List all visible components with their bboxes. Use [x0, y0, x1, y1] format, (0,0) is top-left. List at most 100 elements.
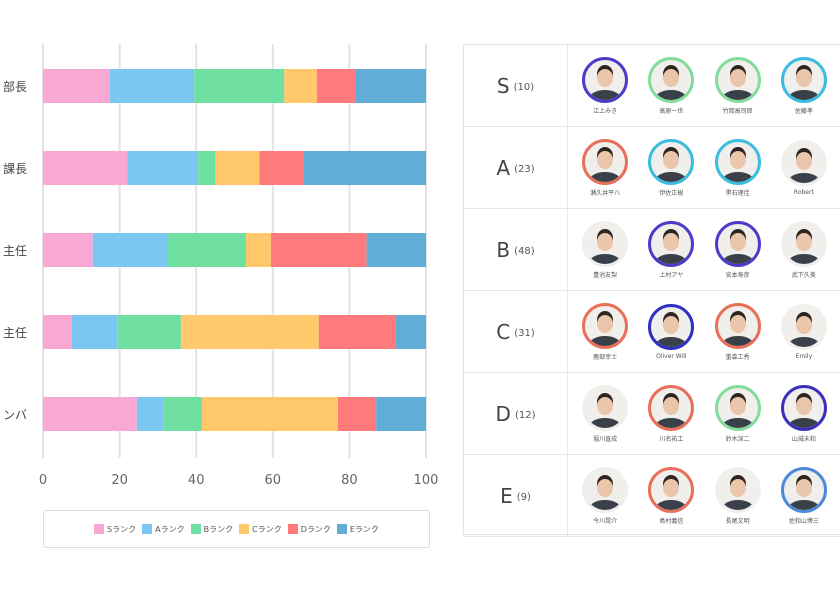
avatar[interactable]: [648, 466, 695, 513]
avatar[interactable]: [582, 138, 629, 185]
rank-count: (23): [514, 164, 535, 175]
legend-item[interactable]: Dランク: [287, 524, 331, 535]
member-card[interactable]: 豊池友梨: [573, 220, 637, 279]
member-name: Emily: [795, 352, 813, 360]
member-name: 上村アヤ: [659, 271, 684, 279]
member-card[interactable]: 島村義信: [639, 466, 703, 525]
avatar[interactable]: [714, 466, 761, 513]
bar-segment-Dランク: [337, 397, 377, 431]
x-tick-label: 80: [341, 473, 358, 488]
bar-segment-Dランク: [318, 315, 396, 349]
rank-letter: B: [496, 237, 511, 262]
member-card[interactable]: 山城未和: [772, 384, 836, 443]
legend-item[interactable]: Eランク: [336, 524, 379, 535]
rank-letter: D: [495, 401, 511, 426]
member-card[interactable]: Oliver Will: [639, 303, 703, 360]
x-tick-label: 0: [39, 473, 47, 488]
avatar[interactable]: [780, 303, 827, 350]
rank-row: C (31) 鹿部幸士 Oliver Will 重森工秀 Emily: [464, 291, 840, 373]
member-name: 川名祐工: [659, 435, 684, 443]
member-name: 伊佐正樹: [659, 189, 684, 197]
rank-label: S (10): [464, 45, 568, 126]
member-name: 江上みき: [593, 107, 618, 115]
avatar[interactable]: [780, 384, 827, 431]
bar-segment-Aランク: [127, 151, 199, 185]
avatar[interactable]: [714, 56, 761, 103]
member-card[interactable]: 竹岡高司郎: [706, 56, 770, 115]
legend-item[interactable]: Aランク: [142, 524, 185, 535]
member-card[interactable]: 鈴木深二: [706, 384, 770, 443]
member-card[interactable]: 川名祐工: [639, 384, 703, 443]
y-category-label: ンバ: [3, 408, 27, 422]
avatar[interactable]: [648, 303, 695, 350]
avatar[interactable]: [714, 220, 761, 267]
bar-segment-Sランク: [43, 151, 128, 185]
member-name: 豊池友梨: [593, 271, 618, 279]
rank-label: C (31): [464, 291, 568, 372]
bar-segment-Cランク: [284, 69, 317, 103]
rank-letter: E: [500, 483, 513, 508]
legend-swatch: [336, 524, 347, 534]
rank-count: (10): [513, 82, 535, 93]
avatar[interactable]: [714, 384, 761, 431]
avatar[interactable]: [780, 139, 827, 186]
member-list: 瀬久井平八 伊佐正樹 黒石理佳 Robert: [568, 127, 840, 208]
bar-segment-Eランク: [355, 69, 426, 103]
member-card[interactable]: 重森工秀: [706, 302, 770, 361]
member-card[interactable]: 安本寿彦: [706, 220, 770, 279]
legend-item[interactable]: Sランク: [94, 524, 136, 535]
member-card[interactable]: 鹿部幸士: [573, 302, 637, 361]
member-card[interactable]: 黒石理佳: [706, 138, 770, 197]
bar-segment-Dランク: [316, 69, 356, 103]
member-card[interactable]: 佐和山博三: [772, 466, 836, 525]
member-card[interactable]: 武下久美: [772, 220, 836, 279]
bar-segment-Sランク: [43, 397, 137, 431]
avatar[interactable]: [648, 138, 695, 185]
member-card[interactable]: 瀬久井平八: [573, 138, 637, 197]
member-card[interactable]: Emily: [772, 303, 836, 360]
avatar[interactable]: [780, 56, 827, 103]
avatar[interactable]: [582, 220, 629, 267]
rank-letter: S: [496, 73, 510, 98]
rank-label: E (9): [464, 455, 568, 536]
bar-segment-Bランク: [117, 315, 181, 349]
bar-segment-Bランク: [163, 397, 202, 431]
avatar[interactable]: [648, 384, 695, 431]
y-category-label: 課長: [3, 161, 27, 176]
avatar[interactable]: [780, 220, 827, 267]
member-name: 佐藤孝: [794, 107, 813, 115]
legend-swatch: [190, 524, 201, 534]
member-name: 武下久美: [791, 271, 816, 279]
member-list: 江上みき 高原一世 竹岡高司郎 佐藤孝: [568, 45, 840, 126]
member-name: 鹿部幸士: [593, 353, 618, 361]
avatar[interactable]: [582, 466, 629, 513]
member-card[interactable]: 今川晃介: [573, 466, 637, 525]
member-name: 山城未和: [791, 435, 816, 443]
avatar[interactable]: [582, 56, 629, 103]
avatar[interactable]: [582, 302, 629, 349]
rank-letter: A: [496, 155, 511, 180]
member-name: 堀川直成: [593, 435, 618, 443]
avatar[interactable]: [648, 220, 695, 267]
avatar[interactable]: [648, 56, 695, 103]
legend-item[interactable]: Cランク: [239, 524, 282, 535]
member-card[interactable]: 佐藤孝: [772, 56, 836, 115]
member-card[interactable]: 江上みき: [573, 56, 637, 115]
rank-count: (12): [514, 410, 536, 421]
rank-label: A (23): [464, 127, 568, 208]
avatar[interactable]: [714, 138, 761, 185]
member-card[interactable]: 伊佐正樹: [639, 138, 703, 197]
rank-letter: C: [496, 319, 511, 344]
member-name: 佐和山博三: [788, 517, 819, 525]
member-card[interactable]: 高原一世: [639, 56, 703, 115]
member-card[interactable]: Robert: [772, 139, 836, 196]
member-card[interactable]: 上村アヤ: [639, 220, 703, 279]
member-card[interactable]: 長尾文明: [706, 466, 770, 525]
rank-row: D (12) 堀川直成 川名祐工 鈴木深二 山城未和: [464, 373, 840, 455]
avatar[interactable]: [714, 302, 761, 349]
legend-item[interactable]: Bランク: [190, 524, 233, 535]
avatar[interactable]: [582, 384, 629, 431]
member-card[interactable]: 堀川直成: [573, 384, 637, 443]
avatar[interactable]: [780, 466, 827, 513]
bar-segment-Cランク: [201, 397, 338, 431]
